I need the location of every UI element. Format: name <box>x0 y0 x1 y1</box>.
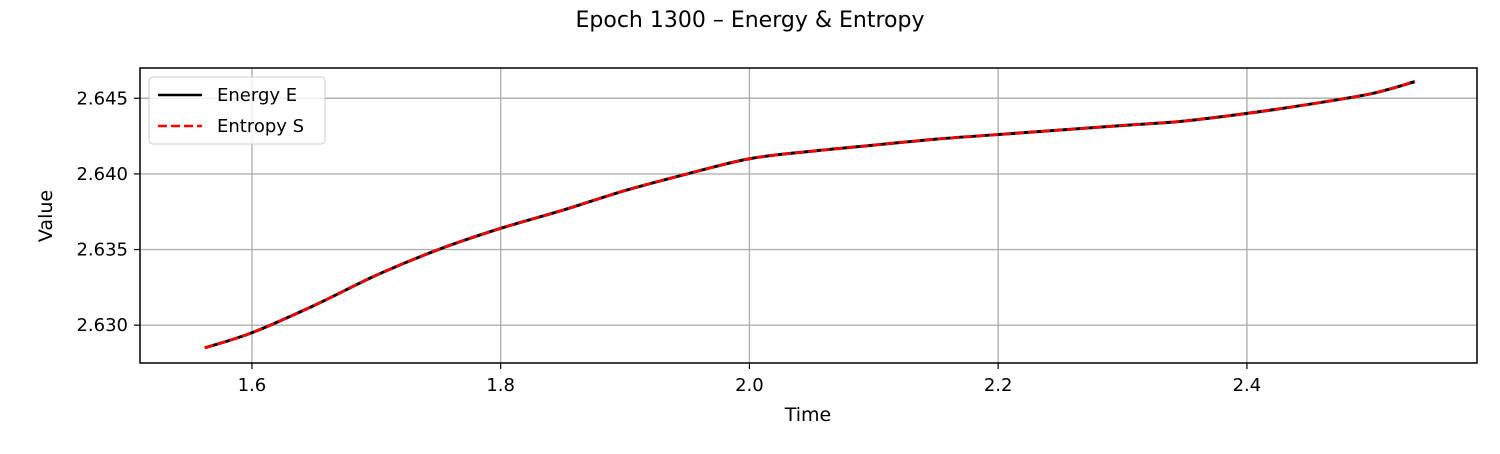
series-line-entropy-s <box>204 80 1416 350</box>
plot-frame <box>139 67 1478 364</box>
grid-layer <box>140 68 1477 363</box>
y-tick-label: 2.645 <box>76 88 128 109</box>
series-layer <box>204 80 1416 350</box>
y-tick-label: 2.630 <box>76 315 128 336</box>
x-tick-label: 1.8 <box>486 375 515 396</box>
x-tick-label: 2.4 <box>1233 375 1262 396</box>
legend-label-energy: Energy E <box>217 85 297 106</box>
x-tick-label: 1.6 <box>238 375 267 396</box>
series-line-energy-e <box>204 80 1416 350</box>
y-tick-label: 2.640 <box>76 164 128 185</box>
x-tick-label: 2.2 <box>984 375 1013 396</box>
x-axis-label: Time <box>784 404 832 426</box>
legend-label-entropy: Entropy S <box>217 116 304 137</box>
chart-title: Epoch 1300 – Energy & Entropy <box>576 8 925 33</box>
y-axis-label: Value <box>35 190 57 242</box>
y-tick-label: 2.635 <box>76 240 128 261</box>
legend: Energy E Entropy S <box>148 76 326 145</box>
tick-layer: 1.6 1.8 2.0 2.2 2.4 2.630 2.635 2.640 2.645 <box>76 88 1261 396</box>
x-tick-label: 2.0 <box>735 375 764 396</box>
